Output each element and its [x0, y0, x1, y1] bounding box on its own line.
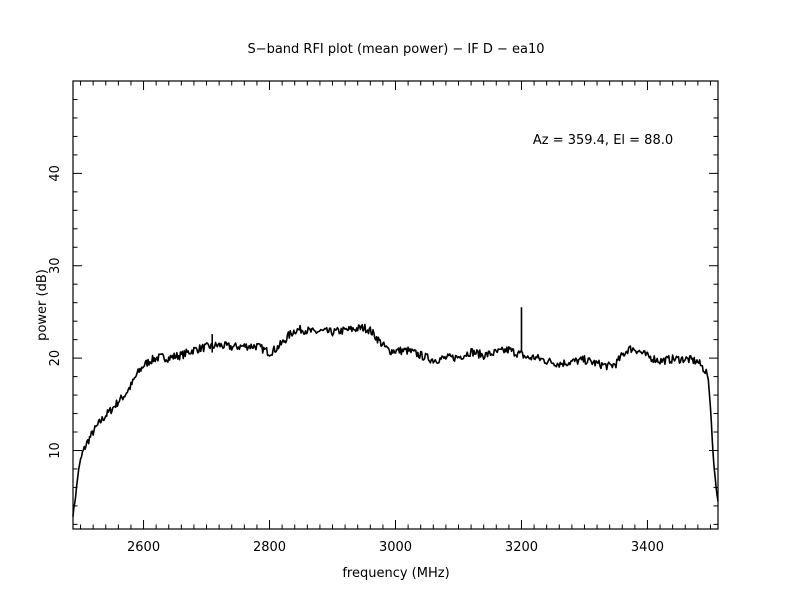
y-tick-labels: 10 20 30 40	[48, 165, 63, 459]
y-tick-label: 20	[48, 350, 63, 367]
y-tick-label: 30	[48, 257, 63, 274]
x-tick-label: 3000	[379, 540, 412, 555]
y-tick-label: 40	[48, 165, 63, 182]
x-tick-labels: 2600 2800 3000 3200 3400	[127, 540, 664, 555]
x-axis-label: frequency (MHz)	[342, 566, 449, 581]
x-tick-label: 3200	[505, 540, 538, 555]
chart-title: S−band RFI plot (mean power) − IF D − ea…	[247, 42, 544, 57]
az-el-annotation: Az = 359.4, El = 88.0	[533, 133, 673, 148]
plot-frame	[72, 80, 719, 530]
power-series-line	[72, 323, 719, 517]
y-tick-label: 10	[48, 442, 63, 459]
x-tick-label: 2800	[253, 540, 286, 555]
rfi-spikes	[211, 307, 523, 353]
y-axis-label: power (dB)	[35, 269, 50, 341]
axis-ticks	[73, 80, 718, 529]
x-tick-label: 2600	[127, 540, 160, 555]
x-tick-label: 3400	[631, 540, 664, 555]
